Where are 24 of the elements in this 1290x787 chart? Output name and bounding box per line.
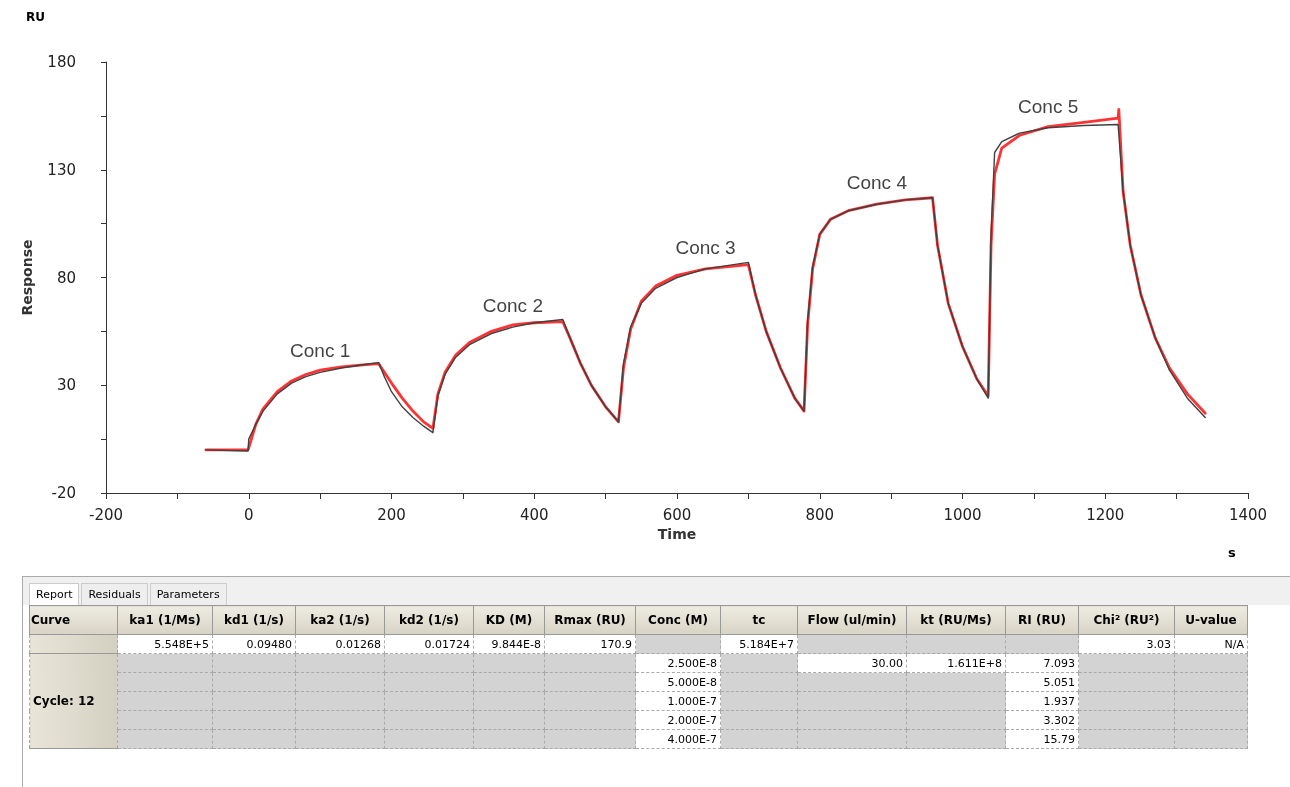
y-tick-label: 180	[47, 53, 76, 71]
x-tick-label: 0	[243, 505, 254, 524]
y-tick-label: 130	[47, 160, 76, 179]
x-axis-title: Time	[657, 525, 697, 542]
x-tick-label: 800	[805, 505, 835, 524]
x-tick-label: 1400	[1228, 505, 1268, 524]
x-tick-label: -200	[88, 505, 124, 524]
y-tick-label: 80	[56, 268, 76, 287]
annotation: Conc 1	[290, 340, 351, 362]
annotation: Conc 2	[482, 295, 543, 317]
annotation: Conc 4	[846, 172, 908, 194]
annotation: Conc 5	[1018, 95, 1079, 117]
x-tick-label: 1200	[1086, 505, 1125, 524]
x-tick-label: 1000	[943, 505, 982, 524]
text: RU	[25, 9, 46, 26]
annotation: Conc 3	[675, 236, 736, 258]
x-tick-label: 600	[662, 505, 692, 524]
x-tick-label: 400	[519, 505, 549, 524]
text: s	[1228, 545, 1236, 560]
x-tick-label: 200	[377, 505, 406, 524]
y-axis-title: Response	[19, 239, 35, 316]
parameter-table: Report Residuals Parameters Curve ka1 (1/Ms) kd1 (1/s) ka2 (1/s) kd2 (1/s) KD (M) Rmax (RU) Conc (M) tc Flow (ul/min) kt (RU/Ms) RI (RU) Chi² (RU²) U-value 5.548E+5 0.09480 0.01268 0.01724 9.844E-8 170.9 5.184E+7 3.03 N/A 2.500E-8 30.00 1.611E+8 7.093 5.000E-8 5.051 Cycle: 12 1.000E-7 1.937 2.000E-7 3.302 4.000E-7 15.79	[22, 576, 1290, 787]
y-tick-label: -20	[51, 484, 76, 502]
y-tick-label: 30	[56, 376, 76, 395]
